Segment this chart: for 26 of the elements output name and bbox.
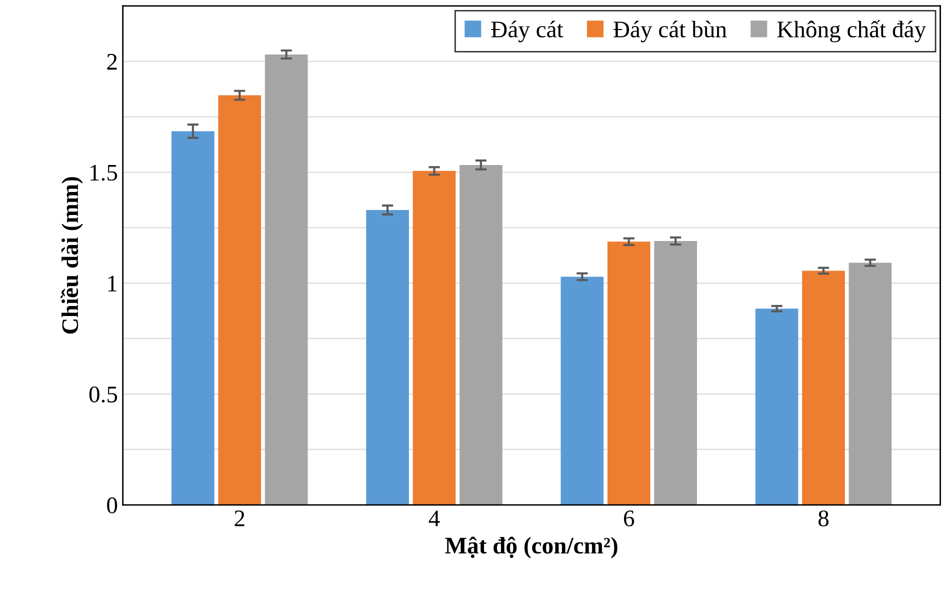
bar: [412, 170, 456, 505]
y-tick-label: 1: [108, 276, 117, 292]
bar: [848, 262, 892, 505]
bar: [755, 308, 798, 505]
bar: [172, 131, 214, 505]
legend-label: Đáy cát bùn: [614, 20, 727, 42]
legend-label: Không chất đáy: [777, 20, 926, 42]
x-axis-title: Mật độ (con/cm²): [445, 536, 618, 558]
y-tick-label: 0: [107, 497, 118, 514]
x-tick-label: 2: [234, 510, 244, 526]
bar: [460, 164, 502, 505]
x-tick-label: 4: [428, 510, 440, 526]
y-tick-label: 0.5: [89, 386, 118, 403]
x-tick-label: 6: [624, 510, 634, 526]
bar: [607, 242, 650, 505]
bar: [654, 241, 697, 505]
bar: [264, 54, 308, 505]
legend-label: Đáy cát: [491, 20, 564, 42]
x-tick-label: 8: [818, 510, 829, 526]
bar: [218, 95, 262, 505]
bar: [366, 210, 409, 505]
bar: [802, 270, 845, 505]
y-tick-label: 2: [107, 54, 117, 70]
y-tick-label: 1.5: [90, 164, 118, 181]
bar: [560, 276, 604, 505]
y-axis-title: Chiều dài (mm): [60, 177, 83, 334]
